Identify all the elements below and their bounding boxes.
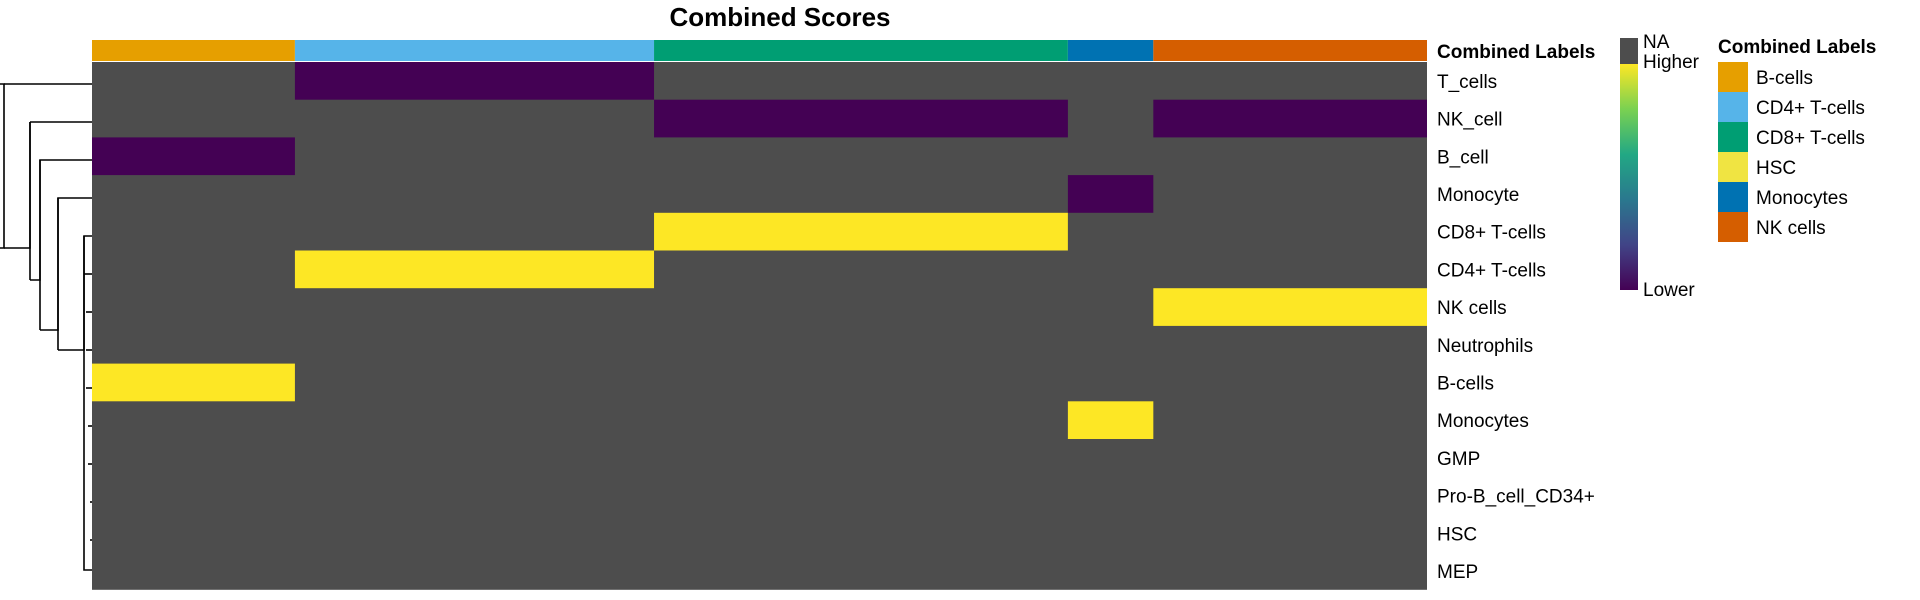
- legend-label: NK cells: [1756, 218, 1826, 239]
- lower-label: Lower: [1643, 280, 1695, 301]
- heatmap-cell: [294, 250, 655, 289]
- row-label: B-cells: [1437, 373, 1494, 394]
- heatmap-cell: [1153, 288, 1427, 326]
- dendrogram-branch: [83, 236, 92, 571]
- na-color-swatch: [1620, 38, 1638, 64]
- legend-label: B-cells: [1756, 68, 1813, 89]
- dendrogram-branch: [0, 83, 5, 249]
- heatmap-cell: [1153, 99, 1427, 138]
- row-label: NK_cell: [1437, 110, 1502, 131]
- annotation-segment: [294, 40, 655, 61]
- legend-label: CD4+ T-cells: [1756, 98, 1865, 119]
- heatmap-cell: [1067, 175, 1154, 213]
- color-scale-legend: NA Higher Lower: [1620, 32, 1700, 301]
- legend-title: Combined Labels: [1718, 37, 1876, 58]
- row-label: CD4+ T-cells: [1437, 260, 1546, 281]
- dendrogram-branch: [4, 122, 31, 249]
- row-labels: T_cells NK_cell B_cell Monocyte CD8+ T-cells…: [1437, 72, 1595, 583]
- annotation-segment: [654, 40, 1068, 61]
- heatmap-cells: [92, 62, 1427, 590]
- row-label: GMP: [1437, 449, 1480, 470]
- category-legend: Combined Labels B-cells CD4+ T-cells CD8+ …: [1718, 37, 1876, 242]
- legend-swatch: [1718, 152, 1748, 182]
- row-label: MEP: [1437, 562, 1478, 583]
- na-label: NA: [1643, 32, 1670, 53]
- annotation-segment: [92, 40, 295, 61]
- chart-title: Combined Scores: [669, 2, 890, 32]
- heatmap-cell: [654, 99, 1068, 138]
- row-dendrogram: [0, 83, 92, 571]
- row-label: T_cells: [1437, 72, 1497, 93]
- heatmap-cell: [654, 212, 1068, 251]
- higher-label: Higher: [1643, 52, 1700, 73]
- row-label: HSC: [1437, 524, 1477, 545]
- annotation-title: Combined Labels: [1437, 42, 1595, 63]
- legend-swatch: [1718, 92, 1748, 122]
- legend-swatch: [1718, 182, 1748, 212]
- legend-label: HSC: [1756, 158, 1796, 179]
- dendrogram-branch: [58, 235, 92, 351]
- row-label: Monocytes: [1437, 411, 1529, 432]
- legend-swatch: [1718, 212, 1748, 242]
- row-label: Monocyte: [1437, 185, 1519, 206]
- legend-label: Monocytes: [1756, 188, 1848, 209]
- legend-swatch: [1718, 122, 1748, 152]
- row-label: CD8+ T-cells: [1437, 223, 1546, 244]
- heatmap-cell: [294, 62, 655, 100]
- row-label: Neutrophils: [1437, 336, 1533, 357]
- row-label: NK cells: [1437, 298, 1507, 319]
- score-gradient-bar: [1620, 64, 1638, 290]
- heatmap-cell: [92, 363, 295, 402]
- annotation-segment: [1067, 40, 1154, 61]
- row-label: Pro-B_cell_CD34+: [1437, 487, 1595, 508]
- heatmap-cell: [92, 137, 295, 176]
- legend-label: CD8+ T-cells: [1756, 128, 1865, 149]
- annotation-bar: [92, 40, 1427, 61]
- annotation-segment: [1153, 40, 1427, 61]
- heatmap-cell: [1067, 401, 1154, 439]
- legend-swatch: [1718, 62, 1748, 92]
- row-label: B_cell: [1437, 147, 1489, 168]
